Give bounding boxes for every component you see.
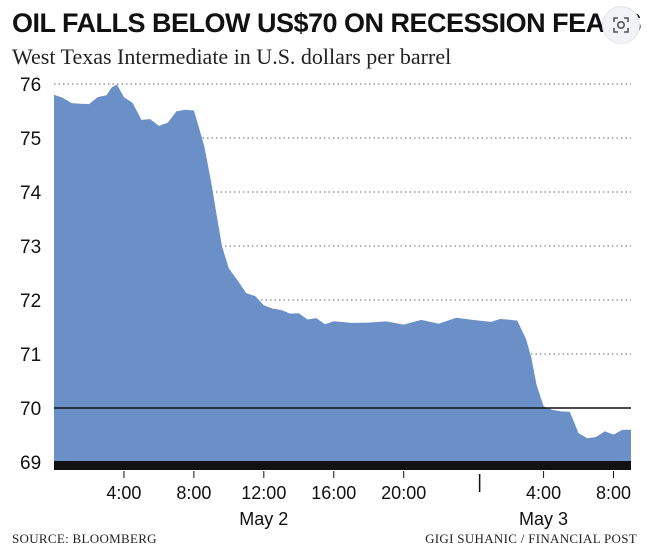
lens-icon[interactable] (602, 6, 640, 44)
y-tick-label: 73 (20, 237, 41, 258)
price-area (54, 84, 631, 462)
x-tick-label: 4:00 (106, 483, 141, 503)
x-axis-tick-marks (123, 471, 615, 478)
x-tick-label: 4:00 (526, 483, 561, 503)
x-tick-label: 8:00 (596, 483, 631, 503)
x-tick-label: 16:00 (311, 483, 356, 503)
y-axis-ticks: 76 75 74 73 72 71 70 69 (20, 75, 42, 474)
x-axis-ticks: 4:00 8:00 12:00 16:00 20:00 4:00 8:00 (106, 483, 631, 503)
x-tick-label: 12:00 (241, 483, 286, 503)
y-tick-label: 71 (20, 345, 41, 366)
y-tick-label: 76 (20, 75, 41, 96)
x-tick-label: 8:00 (176, 483, 211, 503)
y-tick-label: 74 (20, 183, 42, 204)
day-label: May 3 (519, 509, 568, 529)
oil-price-chart: 76 75 74 73 72 71 70 69 4:00 8:00 12:00 16:00 20:00… (20, 75, 631, 529)
chart-subtitle: West Texas Intermediate in U.S. dollars … (12, 44, 452, 69)
y-tick-label: 69 (20, 453, 41, 474)
y-tick-label: 70 (20, 399, 41, 420)
baseline-bar (54, 461, 631, 470)
y-tick-label: 75 (20, 129, 41, 150)
day-labels: May 2 May 3 (239, 509, 568, 529)
day-label: May 2 (239, 509, 288, 529)
source-credit: SOURCE: BLOOMBERG (12, 531, 157, 546)
graphic-credit: GIGI SUHANIC / FINANCIAL POST (425, 531, 637, 546)
chart-title: OIL FALLS BELOW US$70 ON RECESSION FEARS (12, 8, 642, 38)
x-tick-label: 20:00 (381, 483, 426, 503)
y-tick-label: 72 (20, 291, 41, 312)
